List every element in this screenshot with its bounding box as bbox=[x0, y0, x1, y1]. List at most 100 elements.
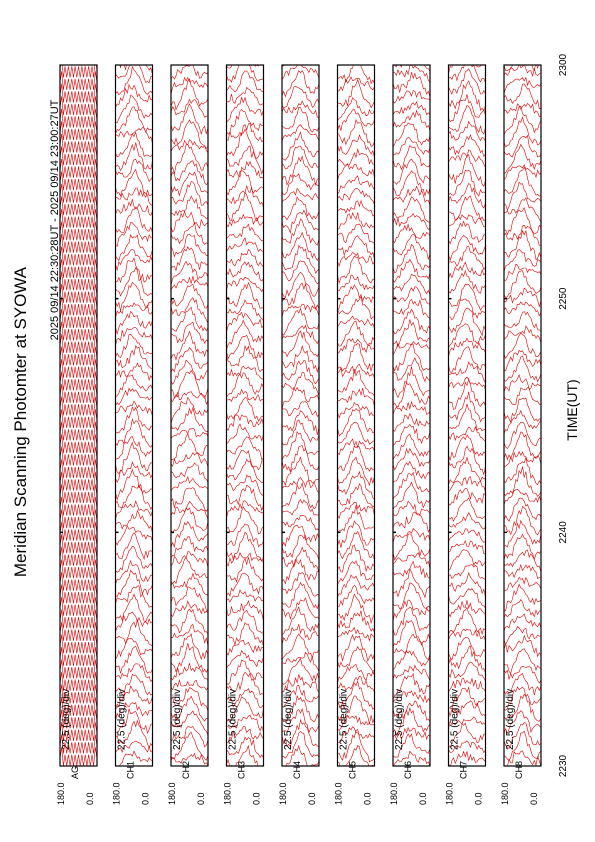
scan-trace bbox=[337, 223, 375, 245]
scan-trace bbox=[60, 659, 97, 679]
channel-label: CH5 bbox=[348, 761, 358, 779]
channel-label: CH7 bbox=[459, 761, 469, 779]
channel-label: CH1 bbox=[126, 761, 136, 779]
scan-trace bbox=[448, 105, 486, 135]
scan-trace bbox=[171, 731, 208, 761]
x-tick-labels: 2230 2240 2250 2300 bbox=[558, 53, 569, 777]
scan-trace bbox=[226, 474, 264, 496]
scan-trace bbox=[282, 231, 319, 262]
scan-trace bbox=[282, 558, 319, 585]
scan-trace bbox=[393, 100, 430, 116]
scan-trace bbox=[393, 750, 430, 766]
scan-trace bbox=[393, 664, 430, 681]
scan-trace bbox=[60, 634, 97, 654]
scale-label: 22.5 (deg)/div bbox=[339, 689, 350, 750]
scan-trace bbox=[393, 223, 430, 244]
scan-trace bbox=[337, 134, 375, 159]
scan-trace bbox=[60, 546, 97, 566]
scan-trace bbox=[448, 700, 486, 717]
scan-trace bbox=[337, 544, 375, 573]
channel-label: CH4 bbox=[292, 761, 302, 779]
scan-trace bbox=[504, 249, 541, 272]
scan-trace bbox=[60, 71, 97, 91]
scan-trace bbox=[394, 65, 430, 72]
scan-trace bbox=[504, 374, 541, 392]
panel-frame bbox=[59, 64, 98, 767]
scan-trace bbox=[504, 456, 541, 486]
scan-trace bbox=[393, 533, 430, 561]
scan-trace bbox=[115, 546, 153, 573]
x-axis-label: TIME(UT) bbox=[564, 379, 580, 440]
scan-trace bbox=[448, 269, 486, 294]
scan-trace bbox=[226, 640, 264, 656]
scan-trace bbox=[337, 560, 375, 585]
scan-trace bbox=[171, 76, 208, 95]
scan-trace bbox=[448, 750, 486, 766]
y-min-label: 0.0 bbox=[85, 792, 95, 805]
scan-trace bbox=[337, 274, 375, 292]
scan-trace bbox=[226, 365, 264, 380]
scan-trace bbox=[60, 371, 97, 391]
scan-trace bbox=[448, 391, 486, 423]
scan-trace bbox=[282, 694, 319, 723]
scan-trace bbox=[115, 83, 153, 108]
scan-trace bbox=[337, 255, 375, 285]
scan-trace bbox=[115, 611, 153, 632]
scan-trace bbox=[226, 248, 264, 268]
scan-trace bbox=[60, 621, 97, 641]
y-min-label: 0.0 bbox=[307, 792, 317, 805]
scan-trace bbox=[393, 196, 430, 223]
scan-trace bbox=[171, 679, 208, 691]
scan-trace bbox=[282, 730, 319, 759]
scan-trace bbox=[337, 675, 375, 693]
scan-trace bbox=[171, 396, 208, 424]
scan-trace bbox=[448, 588, 486, 609]
scan-trace bbox=[393, 511, 430, 533]
scan-trace bbox=[226, 531, 264, 562]
scan-trace bbox=[282, 260, 319, 285]
scan-trace bbox=[60, 271, 97, 291]
scan-trace bbox=[504, 613, 541, 631]
scan-trace bbox=[60, 121, 97, 141]
scan-trace bbox=[282, 173, 319, 195]
scan-trace bbox=[60, 158, 97, 178]
scan-trace bbox=[337, 76, 375, 92]
scan-trace bbox=[171, 369, 208, 400]
scan-trace bbox=[60, 334, 97, 353]
scan-trace bbox=[337, 295, 375, 320]
scan-trace bbox=[282, 187, 319, 203]
scan-trace bbox=[226, 436, 264, 461]
scan-trace bbox=[171, 557, 208, 585]
scan-trace bbox=[171, 536, 208, 558]
scan-trace bbox=[60, 396, 97, 416]
panel-ch1: 22.5 (deg)/div 180.0 CH1 0.0 bbox=[112, 64, 154, 805]
scan-trace bbox=[226, 86, 264, 106]
y-min-label: 0.0 bbox=[529, 792, 539, 805]
scan-trace bbox=[60, 747, 97, 766]
panel-frame bbox=[392, 64, 431, 767]
panel-frame bbox=[170, 64, 209, 767]
scan-trace bbox=[393, 286, 430, 305]
scale-label: 22.5 (deg)/div bbox=[228, 689, 239, 750]
scan-trace bbox=[337, 421, 375, 445]
scan-trace bbox=[448, 645, 486, 673]
scan-trace bbox=[226, 414, 264, 432]
scan-trace bbox=[115, 65, 153, 96]
scan-trace bbox=[337, 626, 375, 642]
scan-trace bbox=[115, 131, 153, 158]
scan-trace bbox=[115, 95, 153, 124]
scan-trace bbox=[115, 441, 153, 475]
scan-trace bbox=[282, 708, 319, 734]
scan-trace bbox=[171, 195, 208, 219]
scan-trace bbox=[393, 308, 430, 335]
scan-trace bbox=[448, 169, 486, 197]
scan-trace bbox=[171, 608, 208, 635]
scan-trace bbox=[282, 476, 319, 494]
scan-trace bbox=[226, 65, 264, 83]
scan-trace bbox=[504, 497, 541, 522]
scan-trace bbox=[337, 188, 375, 205]
scan-trace bbox=[226, 523, 264, 548]
scan-trace bbox=[282, 345, 319, 374]
y-min-label: 0.0 bbox=[252, 792, 262, 805]
scan-trace bbox=[60, 434, 97, 454]
